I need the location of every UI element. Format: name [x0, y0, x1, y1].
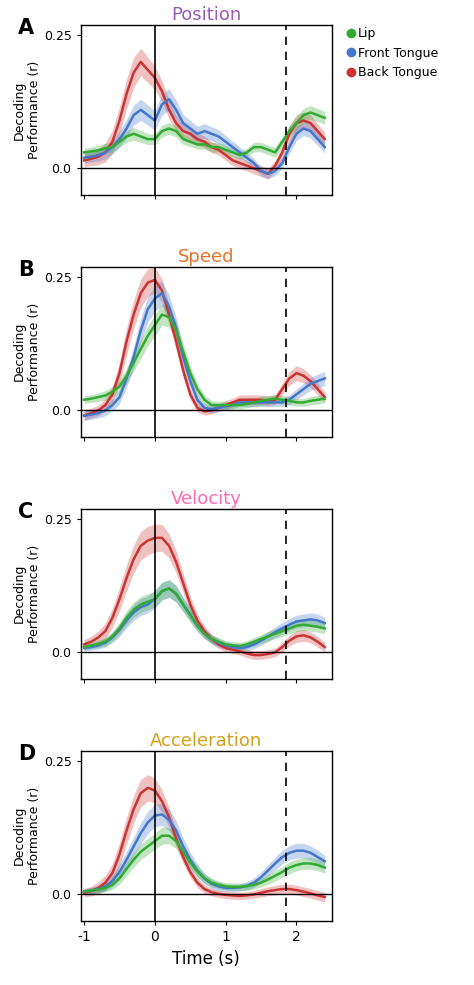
Title: Velocity: Velocity: [171, 491, 242, 508]
Text: A: A: [18, 18, 34, 37]
Text: D: D: [18, 744, 35, 763]
Y-axis label: Decoding
Performance (r): Decoding Performance (r): [13, 545, 41, 643]
Y-axis label: Decoding
Performance (r): Decoding Performance (r): [13, 302, 41, 401]
Text: B: B: [18, 260, 34, 280]
Title: Acceleration: Acceleration: [150, 733, 262, 751]
Legend: Lip, Front Tongue, Back Tongue: Lip, Front Tongue, Back Tongue: [348, 28, 438, 79]
Y-axis label: Decoding
Performance (r): Decoding Performance (r): [13, 787, 41, 885]
X-axis label: Time (s): Time (s): [173, 950, 240, 967]
Title: Position: Position: [171, 7, 241, 25]
Y-axis label: Decoding
Performance (r): Decoding Performance (r): [13, 61, 41, 159]
Title: Speed: Speed: [178, 248, 235, 266]
Text: C: C: [18, 501, 33, 522]
